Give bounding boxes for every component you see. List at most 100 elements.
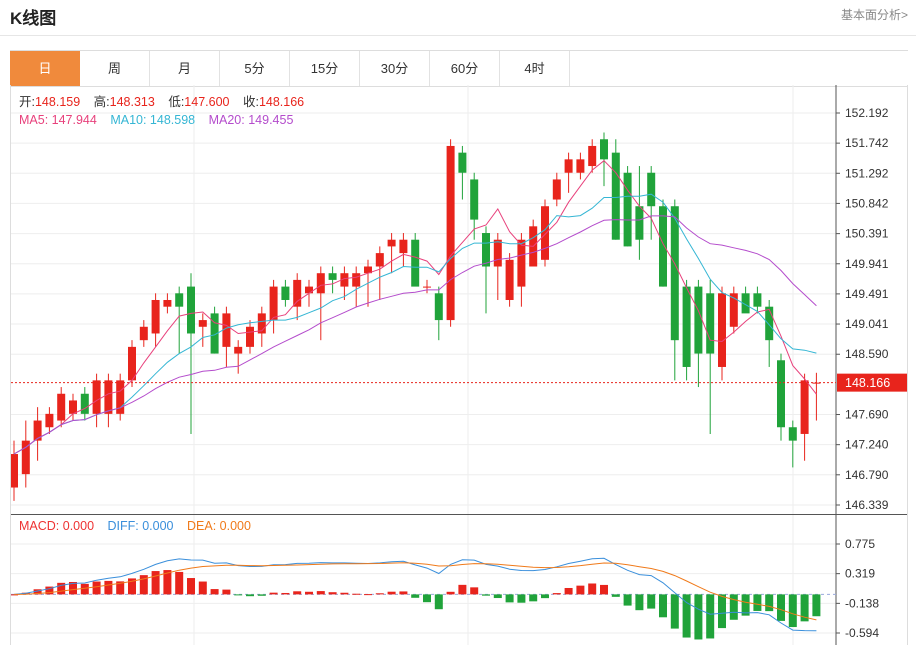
macd-bar [800, 594, 809, 622]
macd-bar [293, 591, 302, 595]
period-tabs: 日 周 月 5分 15分 30分 60分 4时 [10, 50, 908, 87]
dea-label: DEA: 0.000 [187, 519, 251, 533]
tab-4h[interactable]: 4时 [500, 51, 570, 86]
candle [482, 233, 490, 267]
candle [57, 393, 66, 421]
candle [493, 239, 502, 267]
macd-bar [729, 594, 738, 620]
price-tick-label: 150.842 [845, 196, 889, 210]
candle [293, 279, 302, 307]
diff-line [13, 557, 817, 632]
tab-week[interactable]: 周 [80, 51, 150, 86]
macd-bar [352, 593, 361, 595]
macd-bar [446, 591, 455, 595]
high-value: 148.313 [110, 95, 155, 109]
tab-5min[interactable]: 5分 [220, 51, 290, 86]
candle [635, 206, 644, 240]
macd-bar [588, 583, 597, 595]
macd-bar [635, 594, 644, 611]
candle [10, 454, 18, 488]
candle [104, 380, 113, 414]
macd-bar [434, 594, 443, 610]
macd-bar [470, 587, 479, 595]
candle [340, 273, 349, 287]
macd-bar [187, 578, 195, 595]
tab-month[interactable]: 月 [150, 51, 220, 86]
candle [647, 172, 656, 207]
candle [729, 293, 738, 327]
candle [163, 299, 172, 307]
low-value: 147.600 [184, 95, 229, 109]
macd-bar [340, 592, 349, 595]
macd-bar [80, 583, 89, 595]
macd-bar [600, 584, 608, 595]
macd-legend: MACD: 0.000 DIFF: 0.000 DEA: 0.000 [19, 519, 251, 533]
candle [552, 179, 561, 200]
candle [222, 313, 231, 347]
candle [246, 326, 254, 347]
candle [305, 286, 313, 294]
macd-bar [257, 594, 266, 596]
candle [151, 299, 160, 334]
macd-bar [694, 594, 703, 640]
ma-lines-layer [13, 160, 817, 455]
price-tick-label: 152.192 [845, 106, 889, 120]
candle [210, 313, 219, 354]
macd-axis-ticks: 0.775 0.319 -0.138 -0.594 [836, 537, 879, 640]
macd-bar [788, 594, 797, 628]
candle [257, 313, 266, 334]
macd-bar [10, 594, 18, 596]
price-tick-label: 149.491 [845, 287, 889, 301]
candle [741, 293, 750, 314]
current-price-box [837, 373, 907, 392]
macd-bar [576, 585, 585, 595]
macd-bar [151, 571, 160, 595]
price-tick-label: 151.742 [845, 136, 889, 150]
ma10-label: MA10: 148.598 [110, 113, 195, 127]
tab-day[interactable]: 日 [10, 51, 80, 86]
ma-legend: MA5: 147.944 MA10: 148.598 MA20: 149.455 [19, 113, 293, 127]
current-price-marker: 148.166 [11, 373, 907, 392]
macd-bar [281, 592, 290, 595]
macd-bar [718, 594, 726, 629]
macd-bar [104, 580, 113, 595]
candle [375, 253, 384, 267]
candle [670, 206, 679, 341]
candle [788, 427, 797, 441]
macd-tick-label: -0.138 [845, 596, 879, 610]
ma20-label: MA20: 149.455 [209, 113, 294, 127]
price-tick-label: 151.292 [845, 166, 889, 180]
ohlc-legend: 开:148.159 高:148.313 低:147.600 收:148.166 [19, 94, 304, 109]
kline-chart[interactable]: 152.192 151.742 151.292 150.842 150.391 149.9… [10, 85, 907, 645]
tab-60min[interactable]: 60分 [430, 51, 500, 86]
fundamental-analysis-link[interactable]: 基本面分析> [840, 8, 908, 22]
macd-bar [541, 594, 549, 599]
tab-15min[interactable]: 15分 [290, 51, 360, 86]
candle [139, 326, 148, 341]
price-tick-label: 146.339 [845, 498, 889, 512]
macd-bar [670, 594, 679, 629]
macd-bar [269, 592, 278, 595]
macd-label: MACD: 0.000 [19, 519, 94, 533]
candle [33, 420, 42, 441]
macd-bar [647, 594, 656, 609]
candle [316, 273, 325, 294]
candle [411, 239, 420, 287]
tab-30min[interactable]: 30分 [360, 51, 430, 86]
macd-bar [45, 586, 54, 595]
open-label: 开: [19, 95, 35, 109]
candle [611, 152, 620, 240]
candle [69, 400, 77, 414]
macd-tick-label: -0.594 [845, 626, 879, 640]
price-axis-ticks: 152.192 151.742 151.292 150.842 150.391 149.9… [836, 106, 889, 512]
candle [682, 286, 691, 367]
macd-bar [552, 593, 561, 595]
candle [541, 206, 549, 260]
macd-bar [163, 570, 172, 595]
ma10-line [13, 193, 817, 455]
chart-grid [11, 85, 836, 645]
candle [576, 159, 585, 173]
ma20-line [13, 215, 817, 455]
macd-bar [246, 594, 254, 597]
candles-layer [10, 132, 821, 501]
